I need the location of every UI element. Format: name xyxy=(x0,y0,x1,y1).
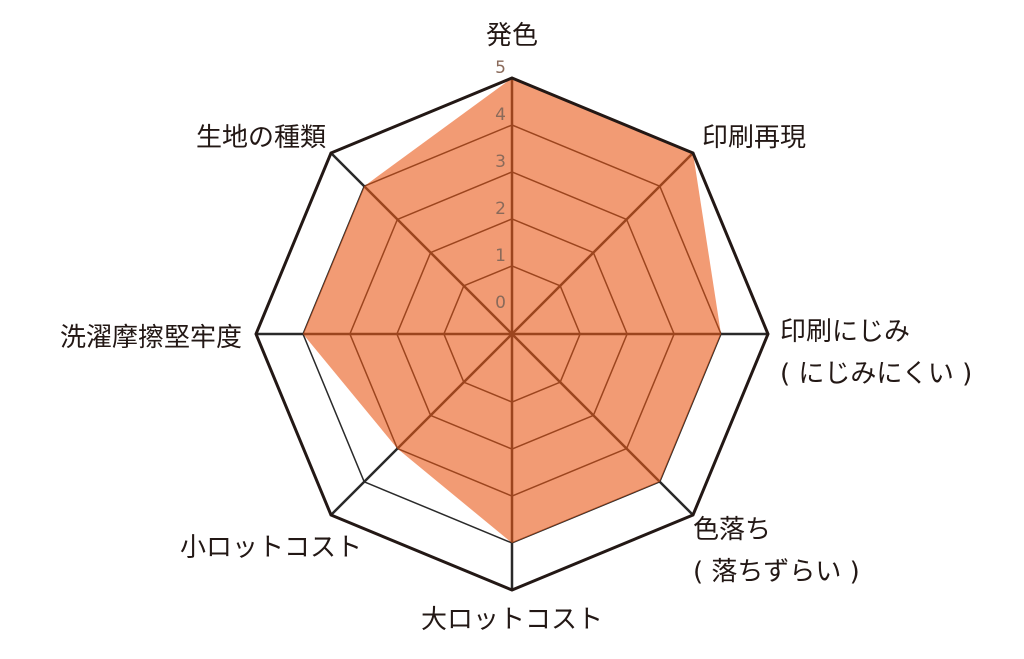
axis-label: 小ロットコスト xyxy=(180,533,362,563)
axis-label: 印刷にじみ xyxy=(780,317,910,347)
axis-label: ( にじみにくい ) xyxy=(780,359,972,389)
axis-label: 生地の種類 xyxy=(196,123,326,153)
axis-label: 洗濯摩擦堅牢度 xyxy=(60,323,242,353)
axis-label: ( 落ちずらい ) xyxy=(693,557,860,587)
tick-label: 3 xyxy=(495,152,506,172)
axis-label: 発色 xyxy=(486,21,538,51)
outer-ring xyxy=(254,76,770,592)
axis-label: 印刷再現 xyxy=(702,123,806,153)
tick-label: 1 xyxy=(495,246,506,266)
tick-label: 5 xyxy=(495,58,506,78)
tick-label: 4 xyxy=(495,105,506,125)
data-area xyxy=(303,78,721,543)
tick-label: 0 xyxy=(495,293,506,313)
axis-label: 色落ち xyxy=(693,515,771,545)
tick-label: 2 xyxy=(495,199,506,219)
axis-label: 大ロットコスト xyxy=(421,605,603,635)
